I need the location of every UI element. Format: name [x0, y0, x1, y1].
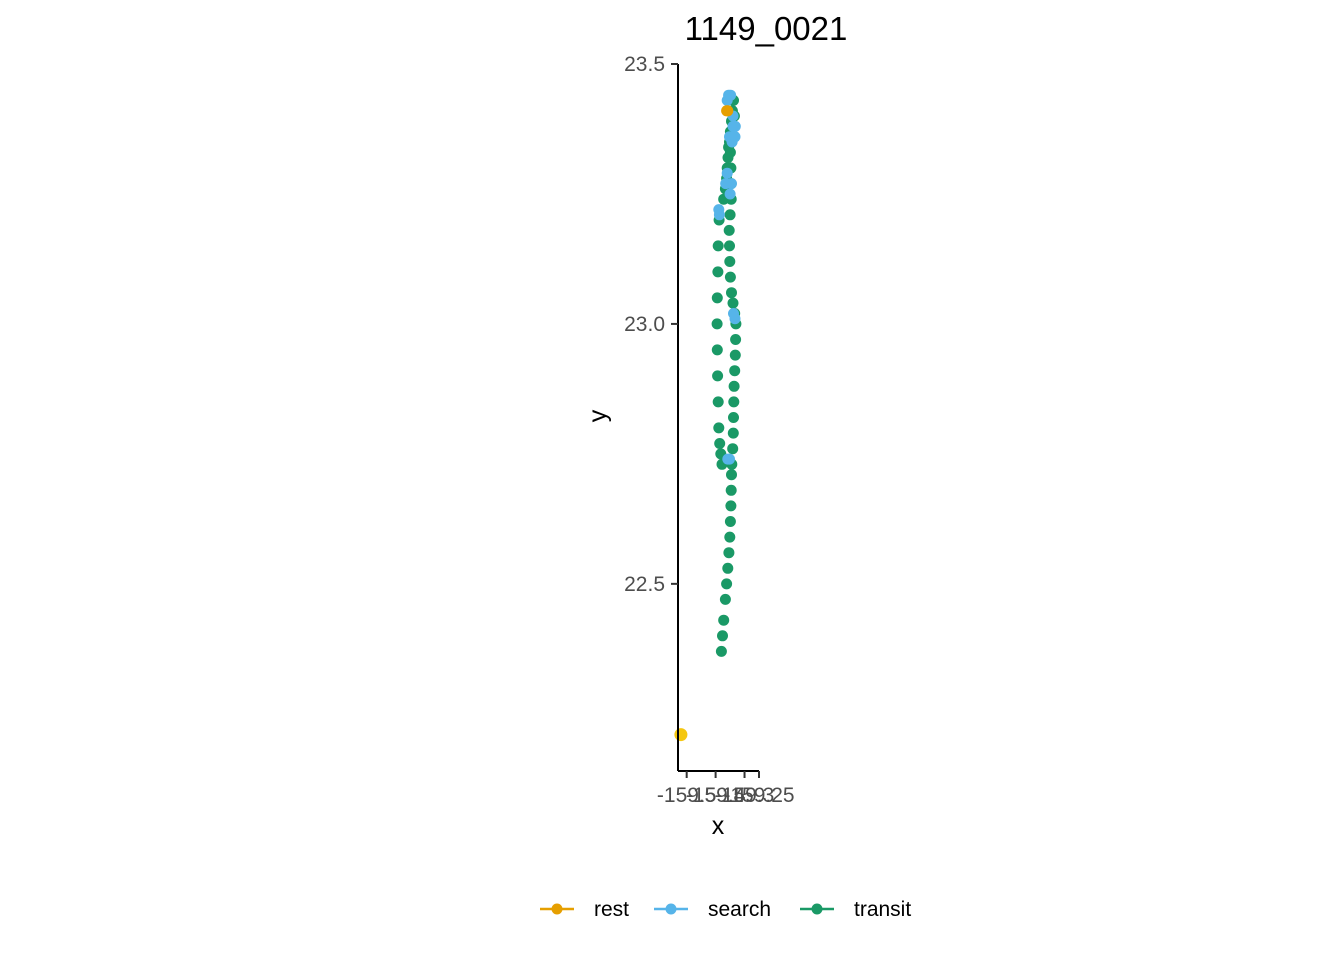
- y-tick-label-1: 23.0: [624, 313, 665, 336]
- search-point-19: [724, 453, 735, 465]
- x-axis-title: x: [712, 812, 725, 840]
- transit-point-14: [727, 427, 739, 439]
- transit-point-9: [725, 500, 737, 512]
- rest-point-1: [722, 105, 734, 117]
- transit-point-48: [712, 266, 724, 278]
- transit-point-18: [729, 365, 741, 377]
- transit-point-52: [712, 370, 724, 382]
- transit-point-41: [722, 152, 734, 164]
- transit-point-11: [726, 469, 737, 481]
- transit-point-16: [728, 396, 740, 408]
- search-point-13: [725, 89, 737, 101]
- start-point: [674, 728, 688, 742]
- points-layer: [674, 89, 742, 742]
- transit-point-13: [727, 443, 739, 455]
- transit-point-15: [728, 412, 739, 423]
- y-ticks: 22.5 23.0 23.5: [624, 53, 678, 596]
- transit-point-28: [723, 224, 735, 236]
- search-point-15: [729, 131, 741, 143]
- transit-point-20: [730, 334, 742, 345]
- transit-point-50: [711, 318, 723, 330]
- transit-point-29: [724, 209, 736, 221]
- transit-point-26: [724, 256, 736, 267]
- transit-point-1: [717, 630, 728, 642]
- y-tick-label-2: 23.5: [624, 53, 665, 76]
- transit-point-25: [724, 271, 736, 283]
- legend: rest search transit: [540, 898, 911, 921]
- transit-point-55: [714, 438, 726, 449]
- legend-key-dot-transit: [811, 903, 823, 915]
- transit-point-7: [724, 531, 736, 543]
- search-point-17: [728, 308, 739, 319]
- transit-point-8: [724, 516, 736, 527]
- search-point-4: [726, 178, 737, 190]
- transit-point-51: [711, 344, 723, 356]
- search-point-3: [721, 167, 733, 179]
- transit-point-5: [722, 562, 734, 574]
- transit-point-6: [723, 547, 735, 559]
- legend-key-dot-rest: [551, 903, 563, 915]
- transit-point-54: [713, 422, 725, 434]
- transit-point-10: [725, 484, 737, 496]
- transit-point-4: [721, 578, 733, 590]
- transit-point-0: [715, 645, 727, 657]
- transit-point-2: [718, 614, 730, 626]
- search-point-14: [729, 120, 741, 132]
- transit-point-49: [711, 292, 723, 304]
- y-tick-label-0: 22.5: [624, 573, 665, 596]
- transit-point-24: [726, 287, 737, 299]
- transit-point-53: [712, 396, 724, 408]
- transit-point-3: [719, 593, 731, 605]
- x-tick-label-2: -159.3: [715, 784, 775, 807]
- transit-point-23: [727, 297, 739, 309]
- transit-point-47: [712, 240, 724, 252]
- transit-point-17: [728, 380, 740, 392]
- transit-point-27: [724, 240, 735, 252]
- search-point-5: [724, 188, 736, 200]
- search-point-1: [713, 209, 725, 221]
- x-tick-label-3: -159.25: [723, 784, 794, 807]
- x-ticks: -159.5-159.4-159.3-159.25: [657, 771, 795, 807]
- legend-label-transit: transit: [854, 898, 911, 921]
- legend-key-dot-search: [665, 903, 677, 915]
- transit-point-19: [729, 349, 741, 361]
- x-tick-label-0: -159.5: [657, 784, 717, 807]
- legend-label-rest: rest: [594, 898, 629, 921]
- chart-title: 1149_0021: [685, 10, 848, 47]
- y-axis-title: y: [584, 409, 612, 422]
- x-tick-label-1: -159.4: [686, 784, 746, 807]
- legend-label-search: search: [708, 898, 771, 921]
